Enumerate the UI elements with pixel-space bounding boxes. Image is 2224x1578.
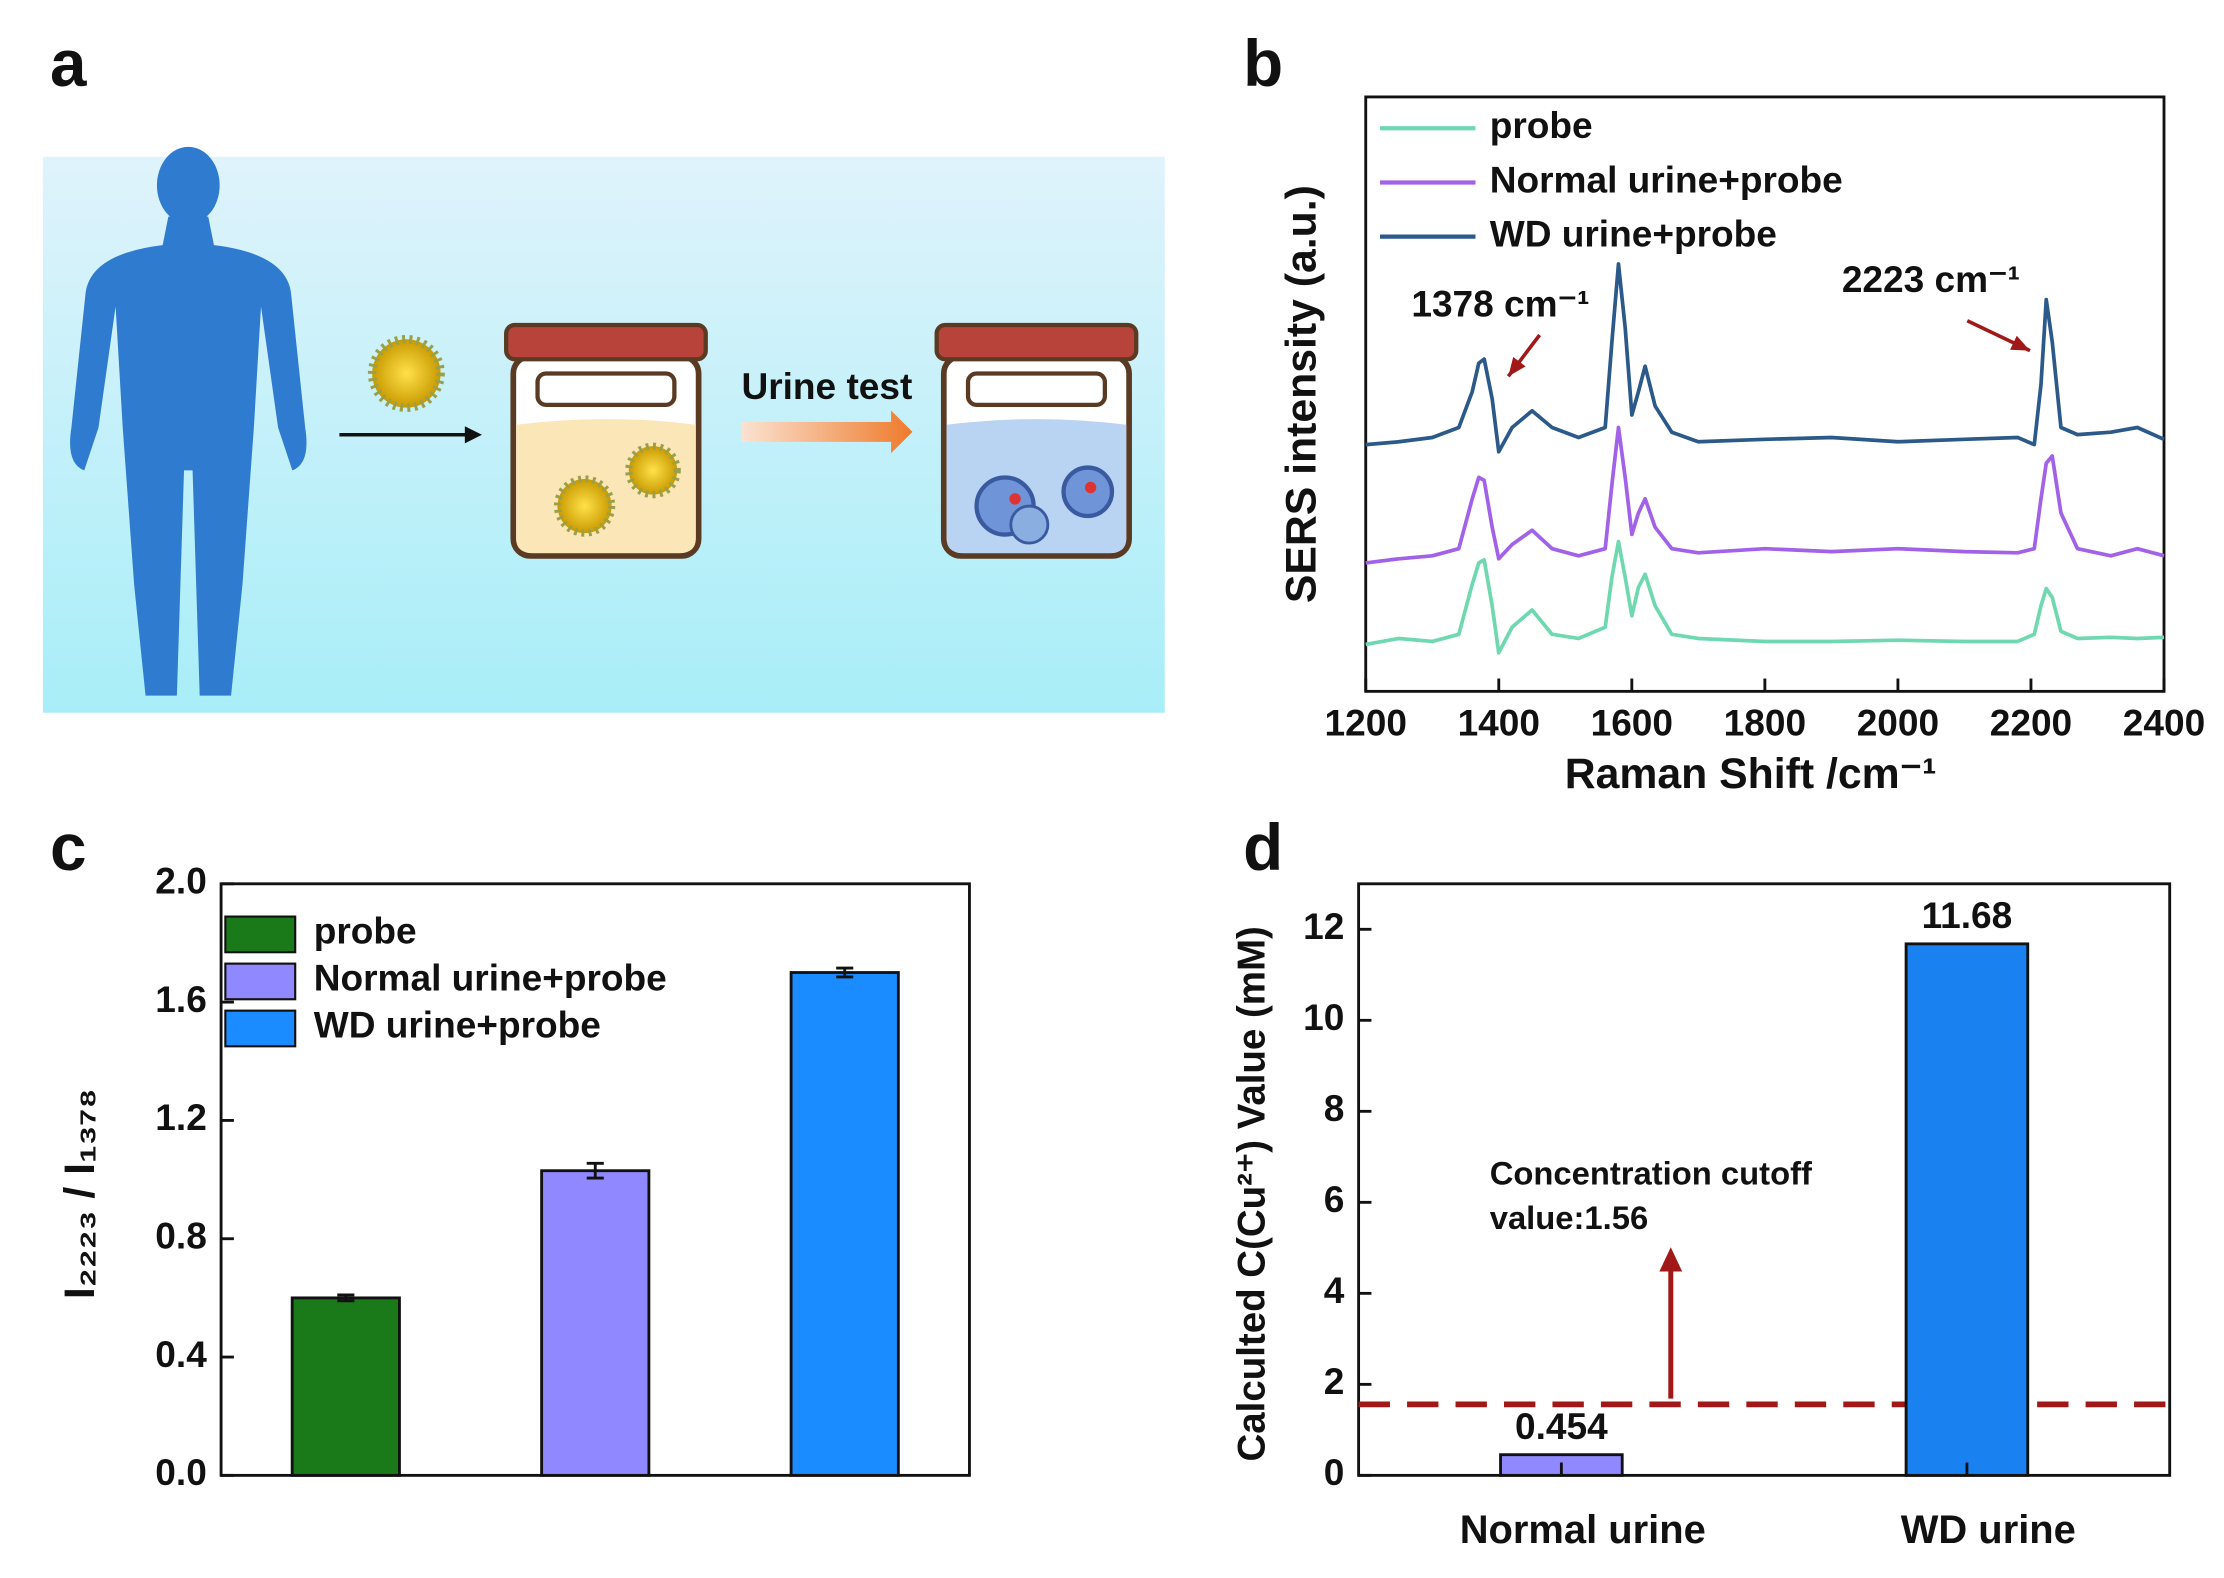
arrow-head	[1508, 356, 1526, 377]
y-axis-label: I₂₂₂₃ / I₁₃₇₈	[56, 1088, 104, 1299]
error-bar	[337, 1293, 355, 1303]
y-tick-label: 4	[1324, 1269, 1345, 1311]
annotation: 1378 cm⁻¹	[1411, 282, 1589, 324]
x-tick-label: WD urine	[1901, 1508, 2076, 1552]
y-tick-label: 2	[1324, 1360, 1345, 1402]
y-axis-label: Calculted C(Cu²⁺) Value (mM)	[1231, 926, 1274, 1461]
annotation: 2223 cm⁻¹	[1842, 258, 2020, 300]
y-tick-label: 12	[1303, 905, 1344, 947]
y-tick-label: 0.4	[155, 1333, 207, 1375]
bar	[290, 1296, 401, 1477]
bar	[1904, 942, 2030, 1477]
x-tick-label: 2400	[2123, 701, 2205, 743]
panel-label: b	[1243, 27, 1283, 100]
jar	[934, 322, 1139, 559]
legend-label: probe	[1490, 104, 1593, 146]
y-tick-label: 0.8	[155, 1215, 207, 1257]
annotation: value:1.56	[1490, 1199, 1648, 1236]
x-tick-label: 1200	[1325, 701, 1407, 743]
arrow	[741, 410, 913, 454]
arrow-label: Urine test	[741, 365, 912, 407]
panel-label: c	[50, 811, 86, 884]
legend-label: probe	[314, 909, 417, 951]
arrow-head	[2010, 335, 2031, 351]
arrow-head	[464, 426, 482, 444]
panel-label: d	[1243, 811, 1283, 884]
x-tick-label: 2200	[1990, 701, 2072, 743]
jar	[504, 322, 708, 559]
y-tick-label: 0	[1324, 1451, 1345, 1493]
legend-swatch	[224, 1009, 297, 1048]
value-label: 11.68	[1922, 894, 2013, 936]
y-tick-label: 1.2	[155, 1096, 207, 1138]
legend-swatch	[224, 962, 297, 1001]
legend-label: Normal urine+probe	[1490, 158, 1843, 200]
plot-frame	[1357, 882, 2172, 1477]
legend-label: Normal urine+probe	[314, 957, 667, 999]
human-figure	[70, 146, 307, 696]
bar	[789, 971, 900, 1477]
value-label: 0.454	[1515, 1405, 1608, 1447]
y-axis-label: SERS intensity (a.u.)	[1278, 185, 1326, 603]
y-tick-label: 6	[1324, 1178, 1345, 1220]
x-tick-label: 1600	[1591, 701, 1673, 743]
legend-label: WD urine+probe	[314, 1004, 601, 1046]
x-tick-label: Normal urine	[1460, 1508, 1706, 1552]
error-bar	[836, 966, 854, 979]
legend-label: WD urine+probe	[1490, 212, 1777, 254]
spectrum-line	[1365, 539, 2165, 655]
x-tick-label: 2000	[1857, 701, 1939, 743]
y-tick-label: 2.0	[155, 860, 207, 902]
y-tick-label: 0.0	[155, 1451, 207, 1493]
spectrum-line	[1365, 425, 2165, 565]
y-tick-label: 1.6	[155, 978, 207, 1020]
error-bar	[586, 1161, 604, 1180]
annotation: Concentration cutoff	[1490, 1155, 1812, 1192]
x-axis-label: Raman Shift /cm⁻¹	[1565, 750, 1937, 798]
legend-swatch	[224, 915, 297, 954]
plot-frame	[1364, 95, 2166, 693]
spectrum-line	[1365, 262, 2165, 454]
bar	[540, 1169, 651, 1477]
x-tick-label: 1800	[1724, 701, 1806, 743]
panel-a: a Urine test	[42, 27, 1165, 713]
arrow-head	[1659, 1247, 1683, 1272]
x-tick-label: 1400	[1458, 701, 1540, 743]
panel-label: a	[50, 27, 87, 100]
y-tick-label: 10	[1303, 996, 1344, 1038]
y-tick-label: 8	[1324, 1087, 1345, 1129]
nanoparticle	[367, 334, 445, 412]
